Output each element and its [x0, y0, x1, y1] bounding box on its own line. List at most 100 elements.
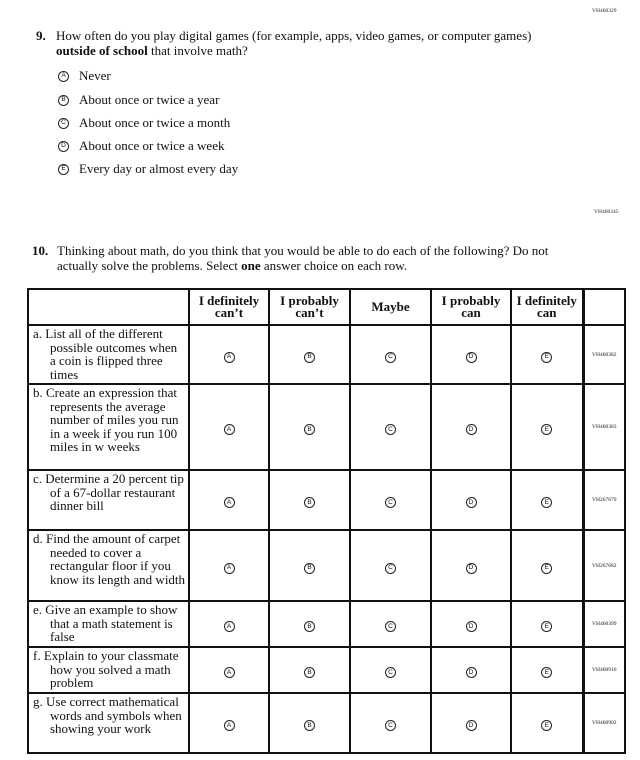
radio-bubble-icon[interactable]: C: [58, 117, 69, 129]
radio-bubble-icon[interactable]: A: [58, 70, 69, 82]
radio-bubble-icon[interactable]: D: [58, 140, 69, 152]
answer-cell[interactable]: A: [188, 600, 270, 648]
question-text: How often do you play digital games (for…: [56, 28, 532, 43]
answer-cell[interactable]: E: [510, 324, 584, 385]
answer-cell[interactable]: D: [430, 529, 512, 602]
question-text: that involve math?: [147, 43, 248, 58]
table-row: a. List all of the different possible ou…: [27, 324, 626, 385]
radio-bubble-icon[interactable]: E: [541, 667, 553, 679]
answer-cell[interactable]: D: [430, 383, 512, 471]
answer-cell[interactable]: C: [349, 383, 432, 471]
question-9: 9. How often do you play digital games (…: [36, 28, 556, 58]
row-label: d. Find the amount of carpet needed to c…: [27, 529, 190, 602]
radio-bubble-icon[interactable]: A: [223, 621, 235, 633]
answer-cell[interactable]: D: [430, 692, 512, 754]
answer-cell[interactable]: D: [430, 646, 512, 694]
radio-bubble-icon[interactable]: B: [304, 351, 315, 363]
answer-cell[interactable]: D: [430, 324, 512, 385]
answer-cell[interactable]: E: [510, 646, 584, 694]
answer-cell[interactable]: A: [188, 692, 270, 754]
answer-option[interactable]: E Every day or almost every day: [58, 161, 238, 177]
radio-bubble-icon[interactable]: B: [304, 621, 315, 633]
radio-bubble-icon[interactable]: E: [58, 163, 69, 175]
radio-bubble-icon[interactable]: C: [385, 621, 396, 633]
answer-cell[interactable]: B: [268, 692, 351, 754]
row-label: f. Explain to your classmate how you sol…: [27, 646, 190, 694]
radio-bubble-icon[interactable]: D: [465, 497, 477, 509]
answer-cell[interactable]: A: [188, 529, 270, 602]
answer-cell[interactable]: C: [349, 469, 432, 531]
answer-cell[interactable]: C: [349, 692, 432, 754]
table-row: f. Explain to your classmate how you sol…: [27, 646, 626, 694]
radio-bubble-icon[interactable]: A: [223, 667, 235, 679]
column-header: I probably can’t: [268, 288, 351, 326]
item-code: VH460902: [581, 692, 626, 754]
radio-bubble-icon[interactable]: D: [465, 424, 477, 436]
table-row: c. Determine a 20 percent tip of a 67-do…: [27, 469, 626, 531]
radio-bubble-icon[interactable]: D: [465, 720, 477, 732]
radio-bubble-icon[interactable]: B: [58, 94, 69, 106]
radio-bubble-icon[interactable]: A: [223, 562, 235, 574]
radio-bubble-icon[interactable]: B: [304, 667, 315, 679]
answer-cell[interactable]: A: [188, 324, 270, 385]
radio-bubble-icon[interactable]: D: [465, 351, 477, 363]
header-blank: [581, 288, 626, 326]
radio-bubble-icon[interactable]: B: [304, 562, 315, 574]
radio-bubble-icon[interactable]: A: [223, 424, 235, 436]
radio-bubble-icon[interactable]: A: [223, 497, 235, 509]
radio-bubble-icon[interactable]: C: [385, 497, 396, 509]
question-text: answer choice on each row.: [260, 258, 408, 273]
question-text: Thinking about math, do you think that y…: [57, 243, 549, 273]
answer-cell[interactable]: A: [188, 383, 270, 471]
answer-cell[interactable]: B: [268, 383, 351, 471]
answer-cell[interactable]: B: [268, 324, 351, 385]
answer-cell[interactable]: E: [510, 600, 584, 648]
answer-cell[interactable]: C: [349, 600, 432, 648]
answer-cell[interactable]: B: [268, 646, 351, 694]
answer-option[interactable]: A Never: [58, 68, 111, 84]
radio-bubble-icon[interactable]: E: [541, 497, 553, 509]
answer-cell[interactable]: B: [268, 600, 351, 648]
answer-cell[interactable]: C: [349, 324, 432, 385]
radio-bubble-icon[interactable]: E: [541, 424, 553, 436]
radio-bubble-icon[interactable]: E: [541, 562, 553, 574]
radio-bubble-icon[interactable]: E: [541, 621, 553, 633]
radio-bubble-icon[interactable]: C: [385, 720, 396, 732]
radio-bubble-icon[interactable]: B: [304, 497, 315, 509]
radio-bubble-icon[interactable]: B: [304, 720, 315, 732]
answer-cell[interactable]: E: [510, 529, 584, 602]
radio-bubble-icon[interactable]: A: [223, 720, 235, 732]
answer-cell[interactable]: A: [188, 469, 270, 531]
header-blank: [27, 288, 190, 326]
answer-cell[interactable]: E: [510, 383, 584, 471]
radio-bubble-icon[interactable]: E: [541, 720, 553, 732]
row-label: b. Create an expression that represents …: [27, 383, 190, 471]
table-row: d. Find the amount of carpet needed to c…: [27, 529, 626, 602]
answer-cell[interactable]: A: [188, 646, 270, 694]
answer-cell[interactable]: D: [430, 469, 512, 531]
radio-bubble-icon[interactable]: A: [223, 351, 235, 363]
radio-bubble-icon[interactable]: D: [465, 562, 477, 574]
table-row: g. Use correct mathematical words and sy…: [27, 692, 626, 754]
answer-cell[interactable]: E: [510, 692, 584, 754]
radio-bubble-icon[interactable]: B: [304, 424, 315, 436]
option-label: Never: [79, 68, 111, 83]
answer-cell[interactable]: B: [268, 529, 351, 602]
answer-cell[interactable]: D: [430, 600, 512, 648]
item-code: VH460910: [581, 646, 626, 694]
answer-option[interactable]: C About once or twice a month: [58, 115, 230, 131]
radio-bubble-icon[interactable]: C: [385, 562, 396, 574]
radio-bubble-icon[interactable]: E: [541, 351, 553, 363]
radio-bubble-icon[interactable]: D: [465, 621, 477, 633]
answer-option[interactable]: B About once or twice a year: [58, 92, 219, 108]
radio-bubble-icon[interactable]: C: [385, 351, 396, 363]
answer-cell[interactable]: C: [349, 646, 432, 694]
radio-bubble-icon[interactable]: C: [385, 667, 396, 679]
answer-cell[interactable]: C: [349, 529, 432, 602]
answer-cell[interactable]: E: [510, 469, 584, 531]
answer-option[interactable]: D About once or twice a week: [58, 138, 224, 154]
answer-cell[interactable]: B: [268, 469, 351, 531]
question-emphasis: outside of school: [56, 43, 148, 58]
radio-bubble-icon[interactable]: C: [385, 424, 396, 436]
radio-bubble-icon[interactable]: D: [465, 667, 477, 679]
